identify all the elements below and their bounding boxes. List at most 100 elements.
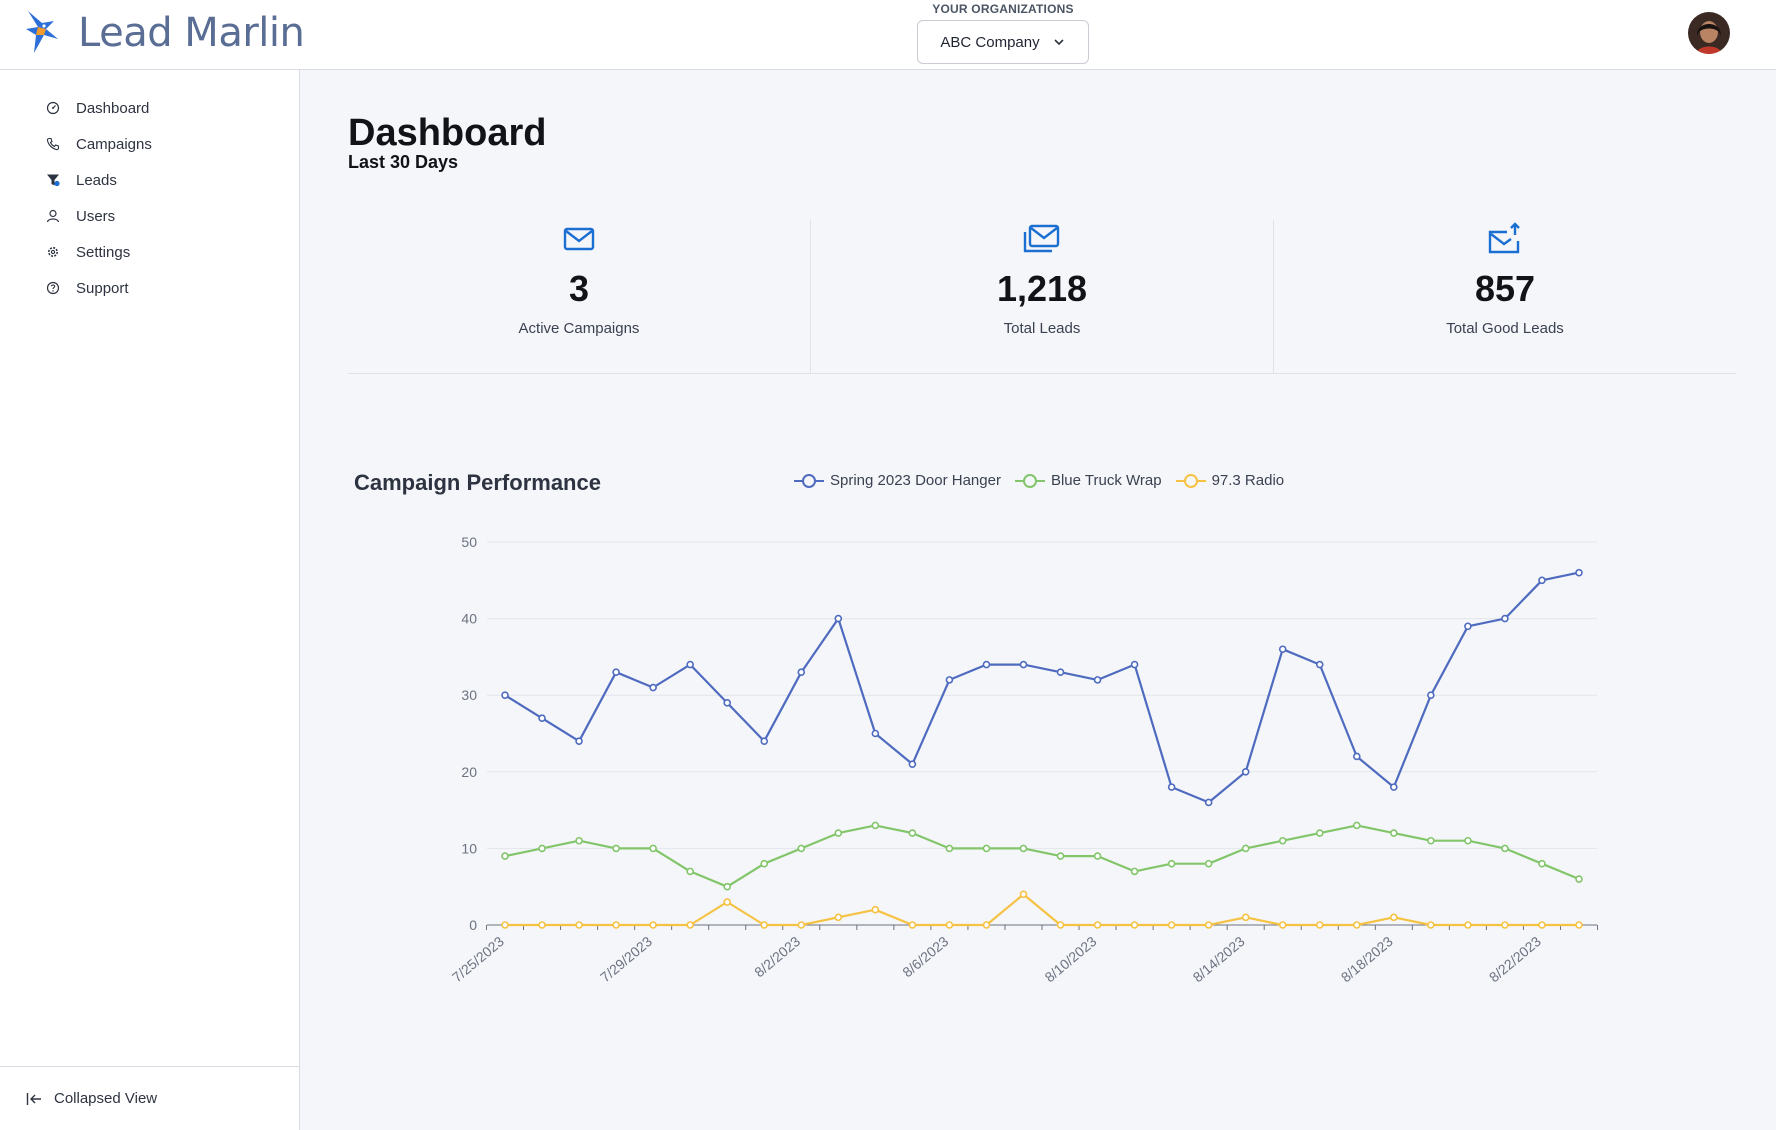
page-title: Dashboard (348, 112, 547, 154)
data-point (1464, 836, 1472, 845)
data-point (649, 683, 657, 692)
data-point (1427, 836, 1435, 845)
question-icon (46, 281, 60, 295)
data-point (1575, 568, 1583, 577)
data-point (871, 729, 880, 738)
series-line-1 (504, 824, 1580, 888)
data-point (1278, 836, 1287, 845)
collapse-view-button[interactable]: Collapsed View (0, 1066, 300, 1130)
data-point (834, 614, 843, 623)
legend-label: Spring 2023 Door Hanger (830, 472, 1001, 489)
legend-marker-icon (794, 473, 824, 488)
legend-item-series-2[interactable]: 97.3 Radio (1175, 472, 1285, 489)
sidebar-item-users[interactable]: Users (0, 198, 299, 234)
data-point (1390, 783, 1398, 791)
data-point (1390, 829, 1398, 837)
data-point (1538, 859, 1546, 868)
data-point (649, 921, 657, 929)
y-tick-label: 10 (461, 840, 477, 856)
sidebar-item-label: Leads (76, 171, 117, 189)
sidebar-item-label: Users (76, 207, 116, 225)
marlin-logo-icon (26, 11, 58, 53)
x-tick-label: 8/18/2023 (1338, 933, 1396, 985)
data-point (1315, 829, 1324, 837)
x-tick-label: 8/22/2023 (1486, 933, 1544, 985)
sidebar-item-support[interactable]: Support (0, 270, 299, 306)
data-point (1538, 921, 1546, 929)
data-point (797, 668, 806, 677)
legend-item-series-1[interactable]: Blue Truck Wrap (1014, 472, 1162, 489)
y-tick-label: 0 (469, 917, 477, 933)
sidebar-item-leads[interactable]: Leads (0, 162, 299, 198)
data-point (1167, 921, 1176, 929)
data-point (982, 844, 991, 853)
collapse-left-icon (26, 1092, 41, 1105)
legend-label: 97.3 Radio (1211, 472, 1285, 489)
x-tick-label: 8/14/2023 (1190, 933, 1248, 985)
data-point (686, 660, 694, 669)
data-point (538, 921, 546, 929)
sidebar-item-settings[interactable]: Settings (0, 234, 299, 270)
data-point (1167, 859, 1176, 868)
data-point (1352, 921, 1361, 929)
sidebar-item-campaigns[interactable]: Campaigns (0, 126, 299, 162)
x-tick-label: 7/25/2023 (449, 933, 507, 985)
data-point (760, 859, 769, 868)
chart-title: Campaign Performance (354, 470, 601, 495)
stat-value: 3 (568, 268, 590, 309)
data-point (649, 844, 657, 853)
sidebar-item-dashboard[interactable]: Dashboard (0, 90, 299, 126)
sidebar: Dashboard Campaigns Leads Users Settings… (0, 70, 300, 1130)
data-point (612, 844, 620, 853)
x-tick-label: 8/2/2023 (751, 933, 803, 980)
data-point (1501, 844, 1509, 853)
data-point (1019, 660, 1028, 669)
data-point (945, 676, 954, 684)
legend-marker-icon (1014, 473, 1045, 488)
data-point (1204, 859, 1213, 868)
data-point (1241, 767, 1250, 776)
org-select[interactable]: ABC Company (917, 20, 1089, 64)
x-tick-label: 7/29/2023 (597, 933, 655, 985)
data-point (908, 760, 917, 768)
data-point (538, 844, 546, 853)
data-point (1538, 576, 1546, 585)
gear-icon (48, 247, 58, 257)
data-point (501, 852, 509, 860)
data-point (1167, 783, 1176, 791)
data-point (1241, 844, 1250, 853)
top-bar: Lead Marlin YOUR ORGANIZATIONS ABC Compa… (0, 0, 1776, 70)
data-point (723, 882, 732, 891)
data-point (686, 921, 694, 929)
data-point (1278, 645, 1287, 654)
data-point (575, 836, 583, 845)
data-point (1056, 921, 1065, 929)
data-point (501, 691, 509, 700)
brand[interactable]: Lead Marlin (24, 9, 305, 57)
org-selected-value: ABC Company (940, 33, 1040, 51)
data-point (686, 867, 694, 876)
collapse-view-label: Collapsed View (54, 1090, 158, 1107)
data-point (1390, 913, 1398, 922)
data-point (1056, 852, 1065, 860)
phone-icon (46, 137, 60, 151)
legend-item-series-0[interactable]: Spring 2023 Door Hanger (794, 472, 1001, 489)
series-line-2 (505, 893, 1579, 927)
y-tick-label: 40 (461, 611, 477, 627)
sidebar-item-label: Campaigns (76, 135, 152, 153)
data-point (834, 913, 843, 922)
data-point (871, 821, 880, 830)
avatar[interactable] (1688, 12, 1730, 54)
data-point (575, 921, 583, 929)
data-point (945, 921, 954, 929)
data-point (760, 921, 769, 929)
dashboard-icon (46, 101, 60, 115)
data-point (1241, 913, 1250, 922)
data-point (871, 905, 880, 914)
data-point (1427, 691, 1435, 700)
stat-label: Total Leads (1003, 320, 1081, 337)
data-point (982, 921, 991, 929)
data-point (908, 921, 917, 929)
page-subtitle: Last 30 Days (348, 152, 459, 172)
legend-label: Blue Truck Wrap (1050, 472, 1162, 489)
